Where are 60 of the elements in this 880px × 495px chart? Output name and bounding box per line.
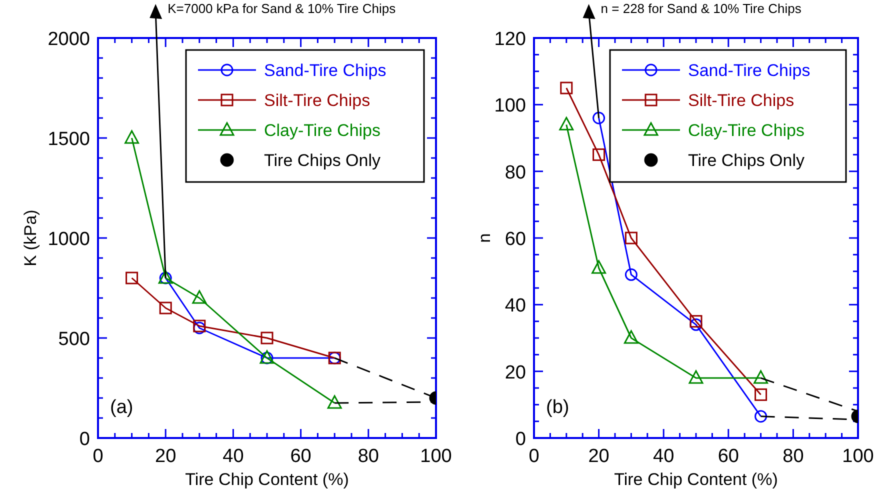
legend-label: Silt-Tire Chips: [688, 91, 794, 110]
y-tick-label: 40: [504, 296, 526, 317]
y-tick-label: 1500: [48, 129, 90, 150]
x-tick-label: 60: [718, 446, 739, 467]
annotation: (a): [110, 397, 134, 418]
x-tick-label: 40: [653, 446, 674, 467]
point: [260, 332, 274, 344]
point: [754, 388, 768, 401]
y-tick-label: 500: [58, 329, 90, 350]
y-tick-label: 80: [504, 162, 526, 184]
y-tick-label: 1000: [48, 229, 90, 250]
legend-label: Tire Chips Only: [264, 151, 382, 170]
point: [690, 315, 702, 328]
point: [559, 116, 574, 130]
x-axis-title: Tire Chip Content (%): [185, 470, 349, 489]
point: [690, 318, 702, 331]
point: [126, 272, 138, 284]
y-tick-label: 100: [494, 96, 526, 117]
legend-label: Silt-Tire Chips: [264, 91, 370, 110]
x-tick-label: 100: [420, 446, 452, 467]
point: [754, 410, 768, 423]
y-axis-title: n: [475, 233, 494, 243]
y-tick-label: 20: [504, 362, 526, 384]
annotation: (b): [546, 397, 570, 418]
point: [560, 82, 573, 94]
legend-label: Tire Chips Only: [688, 151, 806, 170]
x-tick-label: 0: [92, 446, 104, 467]
point: [624, 268, 638, 281]
x-tick-label: 80: [782, 446, 804, 467]
x-axis-title: Tire Chip Content (%): [614, 470, 778, 489]
point: [159, 302, 172, 314]
x-tick-label: 100: [842, 446, 874, 467]
y-tick-label: 0: [515, 429, 526, 450]
legend-label: Clay-Tire Chips: [264, 121, 381, 140]
legend-label: Sand-Tire Chips: [688, 61, 810, 80]
y-tick-label: 120: [494, 29, 526, 50]
y-axis-title: K (kPa): [21, 210, 40, 266]
point: [688, 370, 704, 384]
y-tick-label: 60: [504, 229, 526, 250]
x-tick-label: 0: [528, 446, 540, 467]
x-tick-label: 20: [588, 446, 610, 467]
y-tick-label: 2000: [48, 29, 90, 50]
point: [192, 290, 207, 304]
legend-label: Clay-Tire Chips: [688, 121, 805, 140]
y-tick-label: 0: [79, 429, 90, 450]
point: [592, 148, 606, 161]
point: [624, 330, 638, 344]
x-tick-label: 80: [358, 446, 379, 467]
point: [592, 260, 606, 274]
legend-label: Sand-Tire Chips: [264, 61, 386, 80]
text: K=7000 kPa for Sand & 10% Tire Chips: [168, 1, 396, 16]
point: [754, 370, 768, 384]
point: [592, 112, 606, 124]
x-tick-label: 40: [222, 446, 244, 467]
point: [624, 232, 638, 244]
text: n = 228 for Sand & 10% Tire Chips: [600, 1, 802, 16]
x-tick-label: 20: [155, 446, 176, 467]
x-tick-label: 60: [290, 446, 312, 467]
point: [124, 130, 140, 144]
point: [327, 395, 342, 409]
